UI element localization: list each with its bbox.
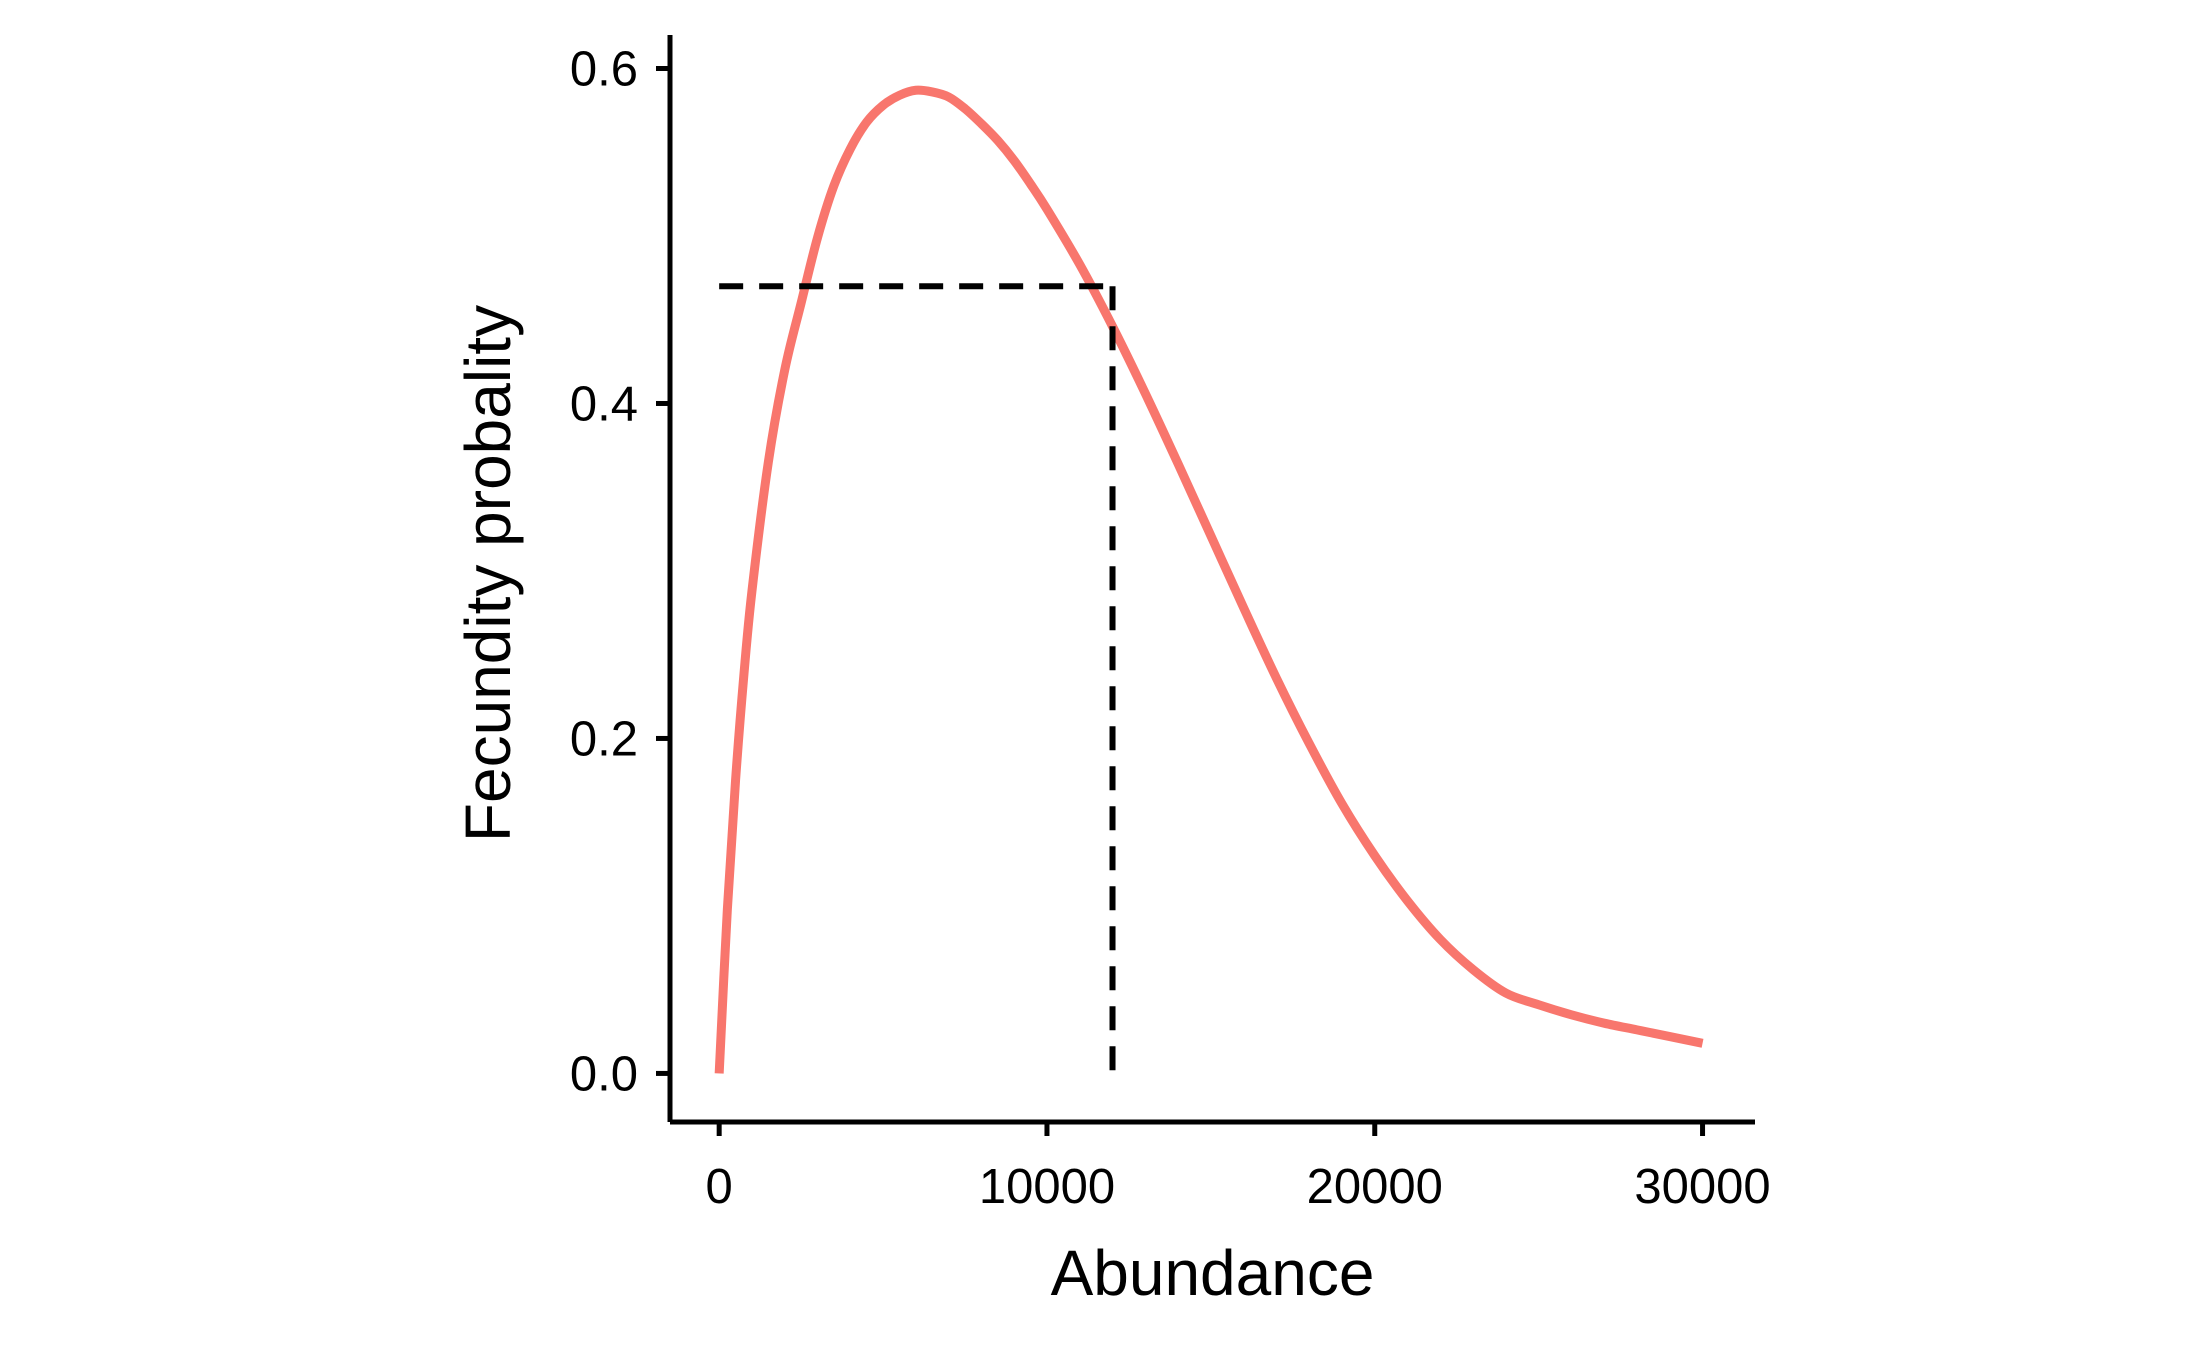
x-tick-label: 10000 <box>979 1160 1115 1214</box>
series-line <box>714 85 1704 1074</box>
x-tick-label: 30000 <box>1634 1160 1770 1214</box>
x-axis-title: Abundance <box>1051 1237 1375 1309</box>
ticks: 0 10000 20000 30000 0.0 0.2 0.4 0.6 <box>570 42 1771 1214</box>
axes <box>667 35 1755 1125</box>
y-tick-label: 0.0 <box>570 1047 638 1101</box>
plot-area <box>714 85 1704 1074</box>
y-axis-title: Fecundity probality <box>452 305 524 842</box>
y-tick-label: 0.4 <box>570 377 638 431</box>
x-tick-label: 20000 <box>1307 1160 1443 1214</box>
y-tick-label: 0.6 <box>570 42 638 96</box>
y-tick-label: 0.2 <box>570 712 638 766</box>
x-tick-label: 0 <box>706 1160 733 1214</box>
